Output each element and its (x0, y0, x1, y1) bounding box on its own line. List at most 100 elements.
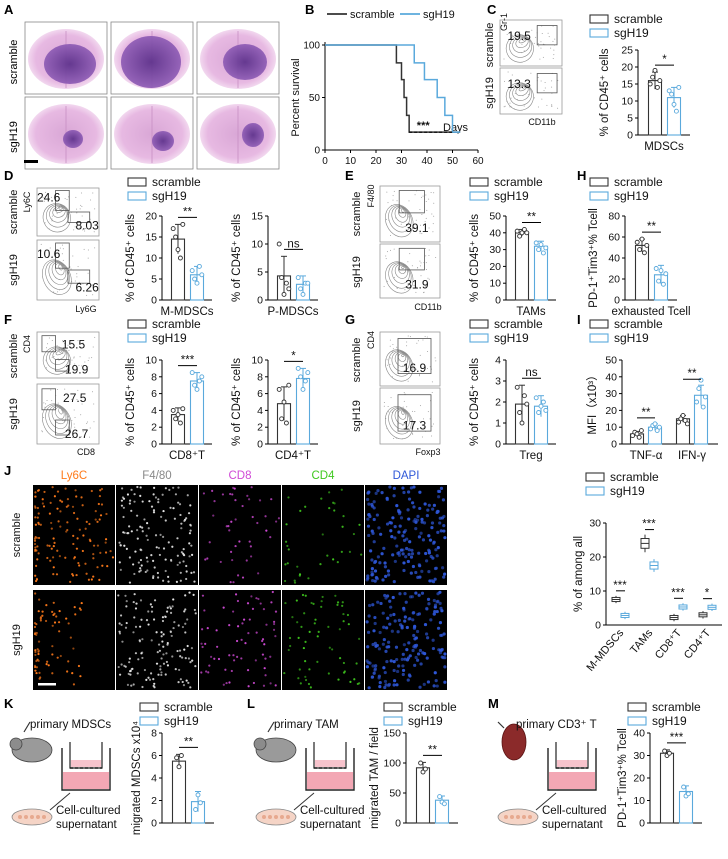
j-signal-f480 (188, 555, 191, 558)
j-signal-cd8 (273, 620, 276, 623)
j-signal-cd8 (254, 659, 257, 662)
j-signal-cd8 (219, 560, 222, 564)
i-y-tick-label: 10 (605, 422, 617, 434)
f-scramble-event (91, 357, 93, 359)
j-signal-dapi (371, 603, 375, 607)
j-signal-dapi (369, 549, 373, 553)
j-signal-ly6c (34, 495, 37, 498)
c-scramble-event (526, 30, 528, 32)
j-signal-ly6c (92, 553, 95, 556)
c-sgh19-event (509, 102, 511, 104)
f-scramble-gate (41, 335, 56, 353)
j-signal-cd4 (284, 540, 288, 543)
e-y-tick-label: 0 (495, 295, 501, 307)
j-signal-cd8 (274, 610, 278, 613)
f-scramble-event (81, 365, 83, 367)
e-sgh19-event (407, 261, 409, 263)
j-signal-f480 (133, 500, 136, 503)
g-scramble-event (418, 375, 420, 377)
j-signal-cd4 (310, 601, 313, 605)
j-signal-f480 (180, 527, 183, 530)
e-bar-scramble (514, 232, 530, 301)
j-signal-cd4 (321, 533, 324, 536)
g-x-axis-title: Treg (519, 450, 542, 462)
g-sgh19-event (421, 436, 423, 438)
c-legend-scramble: scramble (614, 12, 663, 26)
f-cd8-point (196, 378, 202, 384)
j-signal-dapi (425, 607, 429, 611)
j-signal-ly6c (100, 487, 104, 491)
g-y-tick-label: 2 (495, 397, 501, 409)
j-signal-cd8 (236, 599, 240, 603)
j-signal-cd4 (319, 563, 322, 566)
i-point (676, 419, 682, 425)
j-signal-f480 (119, 614, 123, 617)
h-point (641, 250, 647, 256)
g-scramble-event (386, 364, 388, 366)
g-sgh19-gate (397, 394, 432, 432)
c-scramble-event (521, 52, 523, 54)
j-signal-ly6c (49, 559, 52, 562)
j-signal-ly6c (81, 504, 84, 507)
l-bottom-label-2: supernatant (300, 819, 362, 831)
g-legend-swatch-scramble (469, 319, 489, 329)
j-signal-cd8 (273, 622, 276, 626)
c-sgh19-event (540, 80, 542, 82)
j-signal-f480 (177, 501, 180, 504)
c-sgh19-event (557, 107, 559, 109)
j-signal-cd8 (230, 669, 233, 673)
j-signal-dapi (412, 505, 416, 509)
j-signal-dapi (403, 528, 408, 533)
j-signal-ly6c (37, 536, 41, 540)
j-signal-f480 (143, 668, 147, 672)
f-cd8-y-tick-label: 4 (151, 405, 157, 417)
j-signal-f480 (125, 605, 128, 608)
j-signal-f480 (133, 593, 136, 596)
g-scramble-event (392, 343, 394, 345)
j-signal-dapi (375, 513, 379, 517)
f-scramble-event (71, 341, 73, 343)
k-top-label: primary MDSCs (30, 719, 111, 731)
l-cell-icon (268, 815, 272, 819)
c-scramble-gate (536, 25, 558, 46)
j-signal-cd4 (327, 625, 330, 628)
j-signal-dapi (416, 612, 420, 617)
g-point (524, 401, 530, 407)
c-y-tick-label: 25 (621, 45, 633, 57)
g-scramble-contour (385, 349, 414, 382)
j-signal-f480 (189, 529, 192, 532)
d-scramble-event (64, 198, 66, 200)
j-signal-ly6c (51, 556, 55, 559)
j-signal-dapi (434, 548, 438, 552)
h-x-axis-title: exhausted Tcell (611, 306, 690, 318)
d-m-point (175, 247, 181, 253)
j-signal-dapi (384, 596, 388, 600)
j-signal-dapi (390, 535, 394, 539)
j-signal-cd8 (216, 645, 219, 648)
e-sgh19-event (428, 249, 430, 251)
l-y-tick-label: 150 (383, 728, 401, 740)
e-scramble-event (400, 223, 402, 225)
f-sgh19-event (81, 403, 83, 405)
j-signal-dapi (433, 566, 438, 571)
d-scramble-contour (49, 204, 68, 223)
j-signal-f480 (150, 554, 153, 557)
d-scramble-gate (55, 189, 70, 211)
j-signal-dapi (388, 622, 392, 626)
f-scramble-event (71, 359, 73, 361)
j-signal-dapi (405, 647, 409, 652)
f-scramble-gate (55, 359, 70, 372)
e-legend-swatch-scramble (469, 177, 489, 187)
k-point (197, 800, 203, 806)
g-sgh19-event (386, 427, 388, 429)
j-signal-cd4 (283, 671, 286, 675)
f-cd8-point (192, 382, 198, 388)
panel-letter-e: E (345, 168, 354, 183)
j-signal-cd8 (235, 639, 239, 643)
j-signal-f480 (192, 593, 195, 596)
j-signal-dapi (435, 684, 439, 688)
j-signal-dapi (370, 529, 374, 533)
g-scramble-event (392, 348, 394, 350)
j-signal-dapi (387, 682, 391, 687)
j-signal-f480 (182, 548, 185, 551)
